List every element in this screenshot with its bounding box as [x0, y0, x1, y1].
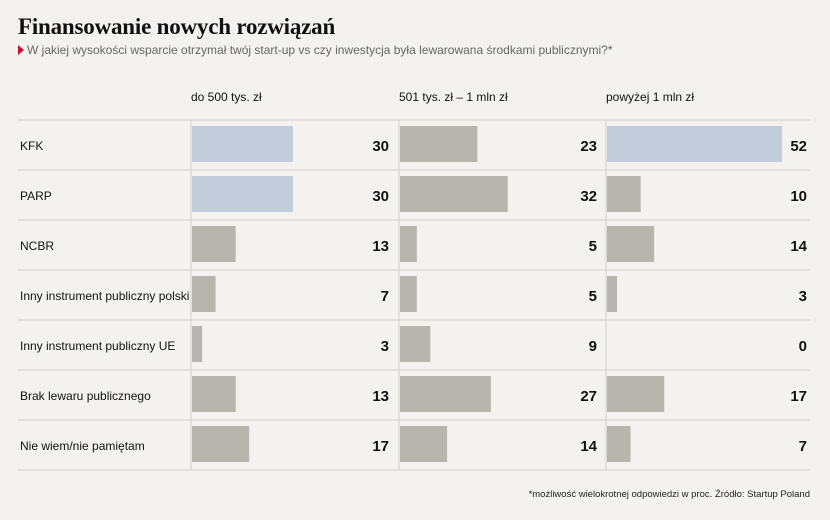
bar [192, 326, 203, 362]
chart-title: Finansowanie nowych rozwiązań [18, 14, 336, 39]
value-label: 5 [589, 238, 597, 255]
value-label: 9 [589, 338, 597, 355]
value-label: 13 [372, 238, 389, 255]
value-label: 17 [372, 438, 389, 455]
category-label: PARP [20, 189, 52, 203]
value-label: 23 [580, 138, 597, 155]
bar [192, 176, 293, 212]
bar [192, 226, 236, 262]
bar [192, 126, 293, 162]
value-label: 3 [799, 288, 807, 305]
bar [607, 126, 782, 162]
value-label: 3 [381, 338, 389, 355]
bar [607, 226, 655, 262]
value-label: 5 [589, 288, 597, 305]
bar [400, 276, 417, 312]
category-label: Nie wiem/nie pamiętam [20, 439, 145, 453]
category-label: NCBR [20, 239, 54, 253]
value-label: 17 [790, 388, 807, 405]
value-label: 14 [790, 238, 807, 255]
bar [607, 176, 641, 212]
bar [192, 376, 236, 412]
value-label: 32 [580, 188, 597, 205]
category-label: Inny instrument publiczny UE [20, 339, 175, 353]
category-label: KFK [20, 139, 43, 153]
play-triangle-icon [18, 45, 24, 55]
series-label: do 500 tys. zł [191, 90, 262, 104]
value-label: 14 [580, 438, 597, 455]
bar [400, 376, 491, 412]
value-label: 7 [799, 438, 807, 455]
subtitle-text: W jakiej wysokości wsparcie otrzymał twó… [27, 43, 613, 57]
category-label: Brak lewaru publicznego [20, 389, 151, 403]
value-label: 0 [799, 338, 807, 355]
bar [400, 176, 508, 212]
value-label: 30 [372, 188, 389, 205]
chart-subtitle: W jakiej wysokości wsparcie otrzymał twó… [18, 43, 613, 57]
series-label: 501 tys. zł – 1 mln zł [399, 90, 508, 104]
value-label: 7 [381, 288, 389, 305]
series-label: powyżej 1 mln zł [606, 90, 694, 104]
value-label: 30 [372, 138, 389, 155]
value-label: 13 [372, 388, 389, 405]
bar [400, 426, 448, 462]
bar [400, 226, 417, 262]
footnote: *możliwość wielokrotnej odpowiedzi w pro… [528, 489, 810, 500]
value-label: 27 [580, 388, 597, 405]
bar [400, 126, 478, 162]
bar [607, 376, 665, 412]
bar [400, 326, 431, 362]
bar [607, 276, 618, 312]
category-label: Inny instrument publiczny polski [20, 289, 189, 303]
value-label: 10 [790, 188, 807, 205]
bar [192, 426, 250, 462]
bar [607, 426, 631, 462]
value-label: 52 [790, 138, 807, 155]
bar [192, 276, 216, 312]
